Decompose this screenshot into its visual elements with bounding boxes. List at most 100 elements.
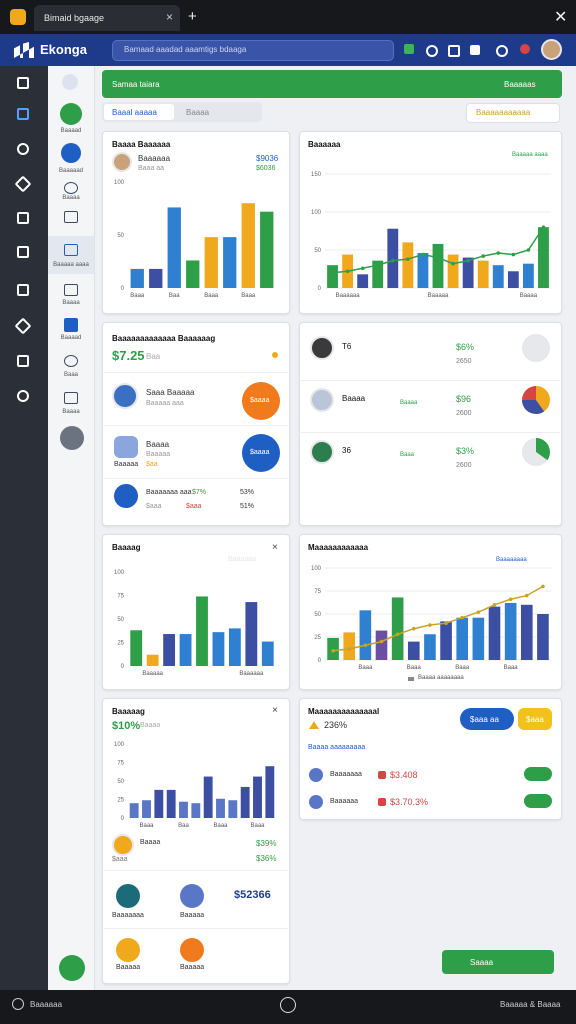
button-label[interactable]: $aaa aa bbox=[470, 715, 499, 724]
figure: $7.25 bbox=[112, 348, 145, 363]
total: $52366 bbox=[234, 889, 271, 901]
tab-label[interactable]: Baaaa bbox=[186, 108, 210, 117]
figure: $9036 bbox=[256, 154, 279, 163]
icon bbox=[116, 938, 140, 962]
bar bbox=[204, 237, 218, 288]
pill[interactable] bbox=[524, 794, 552, 808]
card-close[interactable]: × bbox=[272, 542, 278, 553]
banner-title: Samaa taiara bbox=[112, 80, 160, 89]
sidebar-label: Baaaa bbox=[62, 195, 80, 201]
home-button[interactable] bbox=[280, 997, 296, 1013]
pie-chart bbox=[522, 334, 550, 362]
line-point bbox=[360, 266, 365, 271]
sidebar bbox=[48, 66, 95, 990]
sidebar-icon[interactable] bbox=[64, 355, 78, 367]
header-icon[interactable] bbox=[496, 45, 508, 57]
card-subtitle: Baaaaaa bbox=[228, 556, 257, 563]
icon bbox=[378, 798, 386, 806]
person-pct: $39% bbox=[256, 839, 277, 848]
row-pct: $96 bbox=[456, 394, 472, 404]
avatar[interactable] bbox=[541, 39, 562, 60]
bar bbox=[130, 268, 144, 288]
new-tab[interactable]: + bbox=[188, 8, 197, 25]
button-label[interactable]: $aaa bbox=[526, 715, 544, 724]
rail-icon[interactable] bbox=[17, 284, 29, 296]
row-sub: 2650 bbox=[456, 358, 472, 365]
tab[interactable] bbox=[34, 5, 180, 31]
button[interactable] bbox=[518, 708, 552, 730]
header-icon[interactable] bbox=[426, 45, 438, 57]
sidebar-icon[interactable] bbox=[64, 392, 78, 404]
pie-slice bbox=[536, 386, 550, 412]
tab-title: Bimaid bgaage bbox=[44, 13, 105, 23]
bar bbox=[522, 263, 534, 288]
pill[interactable] bbox=[524, 767, 552, 781]
header-icon[interactable] bbox=[404, 44, 414, 54]
avatar bbox=[114, 436, 138, 458]
bar bbox=[166, 789, 176, 818]
sidebar-label: Baaaaad bbox=[58, 168, 84, 174]
line-point bbox=[411, 626, 416, 631]
sidebar-icon[interactable] bbox=[62, 74, 78, 90]
primary-button[interactable] bbox=[442, 950, 554, 974]
y-tick-label: 25 bbox=[117, 798, 124, 804]
y-tick-label: 50 bbox=[314, 248, 321, 254]
row-sub: 2600 bbox=[456, 410, 472, 417]
bar bbox=[149, 268, 163, 288]
rail-icon[interactable] bbox=[17, 355, 29, 367]
sidebar-add[interactable] bbox=[60, 426, 84, 450]
header-icon[interactable] bbox=[470, 45, 480, 55]
icon bbox=[116, 884, 140, 908]
sidebar-icon[interactable] bbox=[64, 182, 78, 194]
banner-action[interactable]: Baaaaas bbox=[504, 80, 536, 89]
row-name: Saaa Baaaaa bbox=[146, 388, 195, 397]
badge-label: $aaaa bbox=[250, 397, 270, 404]
notification[interactable] bbox=[520, 44, 530, 54]
y-tick-label: 75 bbox=[117, 761, 124, 767]
tab-close[interactable]: × bbox=[166, 10, 174, 24]
header-icon[interactable] bbox=[448, 45, 460, 57]
sidebar-icon[interactable] bbox=[64, 211, 78, 223]
bar bbox=[179, 634, 192, 666]
x-tick-label: Baaa bbox=[358, 665, 373, 671]
bar bbox=[504, 602, 517, 660]
row-name: Baaaaaaa bbox=[330, 771, 362, 778]
row-sub: $aaa bbox=[186, 503, 202, 510]
bar bbox=[179, 801, 188, 818]
rail-icon[interactable] bbox=[17, 143, 29, 155]
x-tick-label: Baaa bbox=[455, 665, 470, 671]
sidebar-icon[interactable] bbox=[61, 143, 81, 163]
rail-icon[interactable] bbox=[17, 108, 29, 120]
button[interactable] bbox=[460, 708, 514, 730]
sidebar-icon[interactable] bbox=[60, 103, 82, 125]
icon-label: Baaaaa bbox=[180, 964, 205, 971]
tab-active[interactable] bbox=[104, 104, 174, 120]
bar bbox=[440, 621, 452, 660]
button-label[interactable]: Saaaa bbox=[470, 958, 494, 967]
rail-icon[interactable] bbox=[17, 77, 29, 89]
line-point bbox=[541, 225, 546, 229]
y-tick-label: 100 bbox=[114, 570, 125, 576]
card-subtitle: Baaaa aaaaaaaaa bbox=[308, 744, 366, 751]
card-close[interactable]: × bbox=[272, 705, 278, 716]
search-box[interactable] bbox=[112, 40, 394, 61]
tab-label[interactable]: Baaal aaaaa bbox=[112, 108, 157, 117]
search-placeholder: Bamaad aaadad aaamtigs bdaaga bbox=[124, 45, 247, 54]
sidebar-apps[interactable] bbox=[59, 955, 85, 981]
rail-icon[interactable] bbox=[17, 212, 29, 224]
filter[interactable] bbox=[466, 103, 560, 123]
window-close[interactable]: ✕ bbox=[554, 9, 568, 26]
line-point bbox=[541, 584, 545, 589]
x-tick-label: Baaa bbox=[407, 665, 422, 671]
rail-icon[interactable] bbox=[17, 246, 29, 258]
line-point bbox=[436, 255, 440, 260]
line-point bbox=[508, 597, 513, 602]
sidebar-icon[interactable] bbox=[64, 244, 78, 256]
sidebar-label: Baaaa bbox=[62, 300, 80, 306]
line-point bbox=[330, 271, 335, 275]
sidebar-icon[interactable] bbox=[64, 318, 78, 332]
bar bbox=[196, 596, 208, 666]
rail-icon[interactable] bbox=[17, 390, 29, 402]
sidebar-icon[interactable] bbox=[64, 284, 78, 296]
row-name: Baaaa bbox=[146, 440, 170, 449]
